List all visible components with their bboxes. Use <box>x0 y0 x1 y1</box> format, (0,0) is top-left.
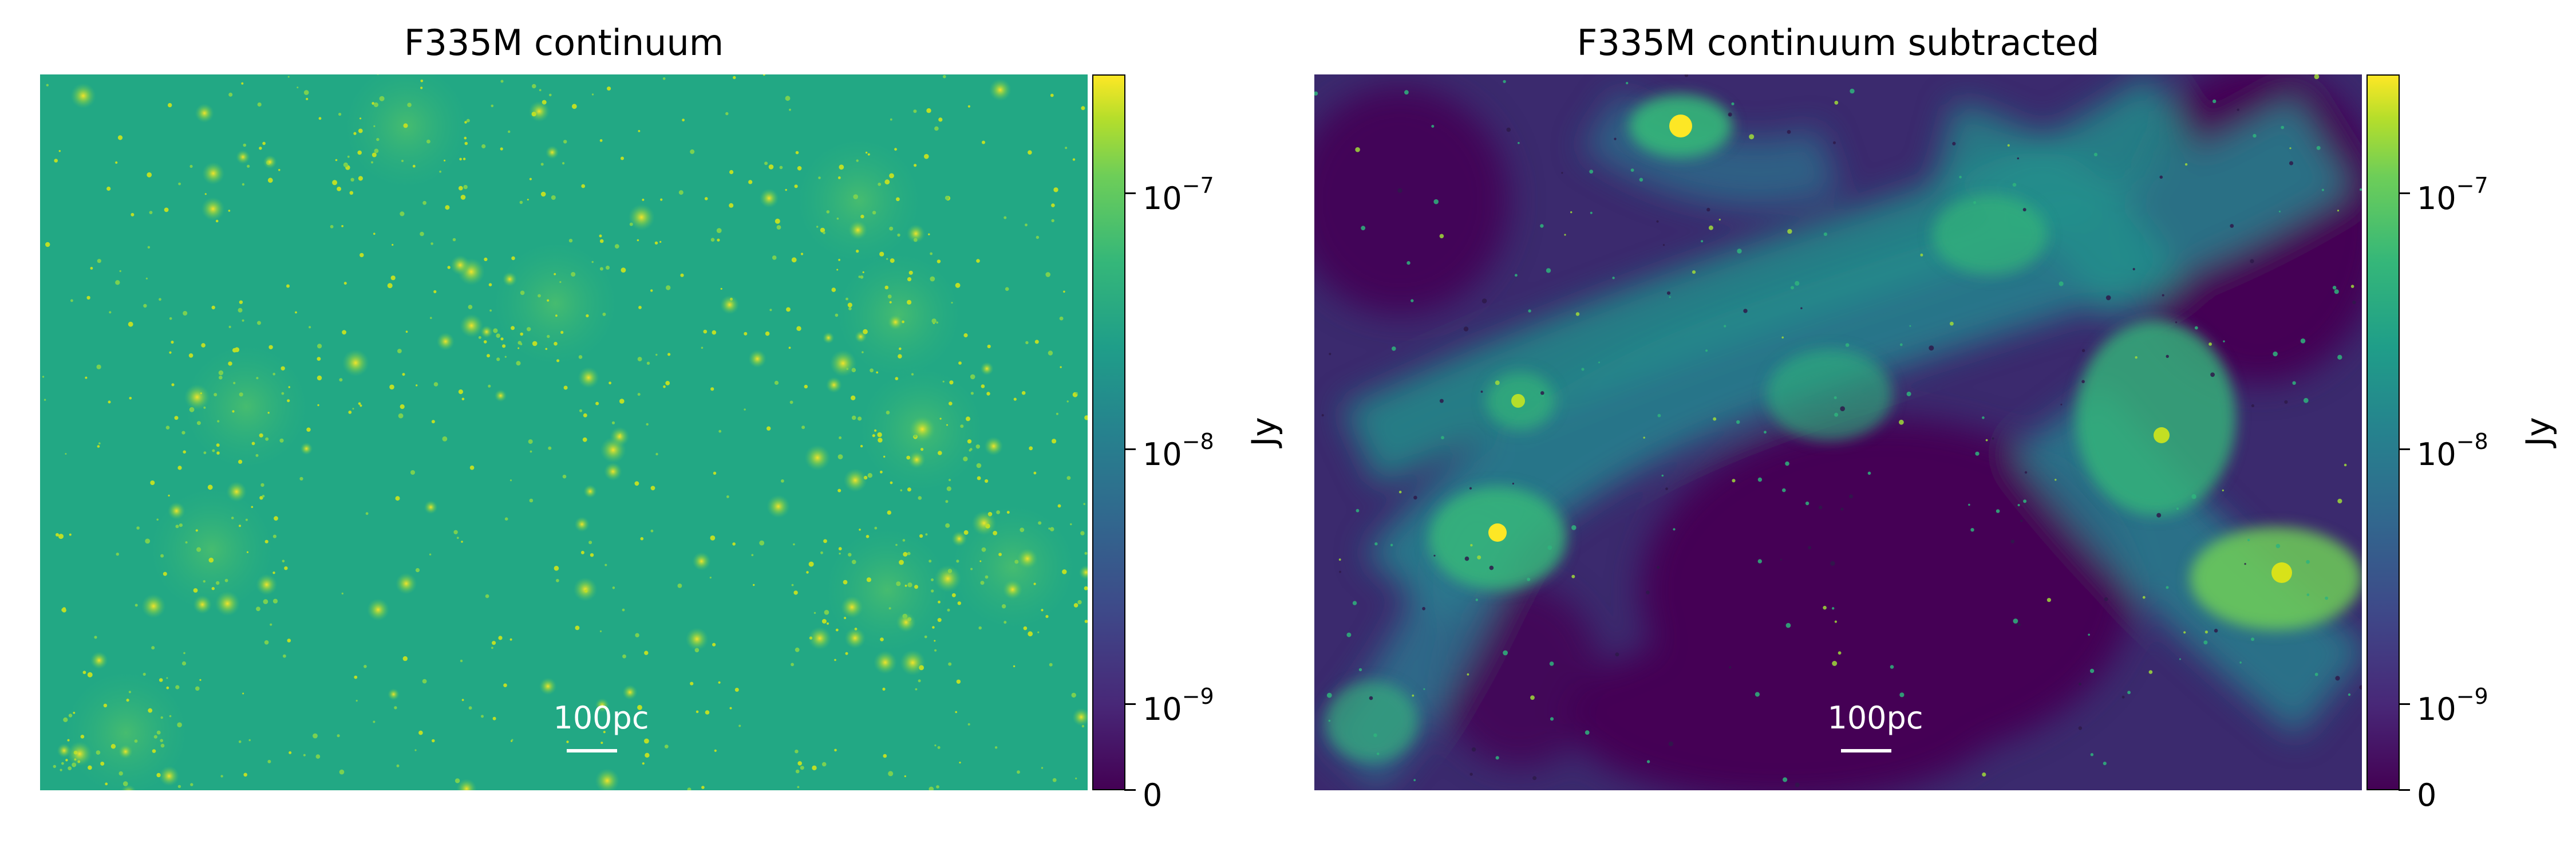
left-scalebar-line <box>567 749 617 752</box>
left-colorbar-tick <box>1124 789 1136 791</box>
left-colorbar-tick <box>1124 448 1136 450</box>
right-panel-title: F335M continuum subtracted <box>1577 22 2100 64</box>
left-colorbar-tick <box>1124 192 1136 194</box>
right-colorbar <box>2366 74 2400 790</box>
left-colorbar-unit: Jy <box>1244 417 1283 447</box>
right-colorbar-label: 10−9 <box>2417 684 2488 727</box>
continuum-subtracted-image <box>1314 74 2362 790</box>
right-colorbar-tick <box>2399 703 2410 705</box>
right-colorbar-label: 0 <box>2417 777 2437 813</box>
left-panel-title: F335M continuum <box>404 22 724 64</box>
left-colorbar <box>1092 74 1125 790</box>
right-colorbar-label: 10−7 <box>2417 173 2488 216</box>
continuum-image <box>40 74 1088 790</box>
left-colorbar-label: 10−8 <box>1143 429 1214 472</box>
left-colorbar-label: 10−9 <box>1143 684 1214 727</box>
right-scalebar-label: 100pc <box>1827 700 1923 736</box>
right-colorbar-unit: Jy <box>2519 417 2558 447</box>
right-colorbar-tick <box>2399 192 2410 194</box>
right-scalebar-line <box>1841 749 1891 752</box>
left-scalebar-label: 100pc <box>553 700 649 736</box>
left-colorbar-label: 10−7 <box>1143 173 1214 216</box>
left-colorbar-label: 0 <box>1143 777 1163 813</box>
right-colorbar-label: 10−8 <box>2417 429 2488 472</box>
right-colorbar-tick <box>2399 789 2410 791</box>
right-colorbar-tick <box>2399 448 2410 450</box>
left-colorbar-tick <box>1124 703 1136 705</box>
